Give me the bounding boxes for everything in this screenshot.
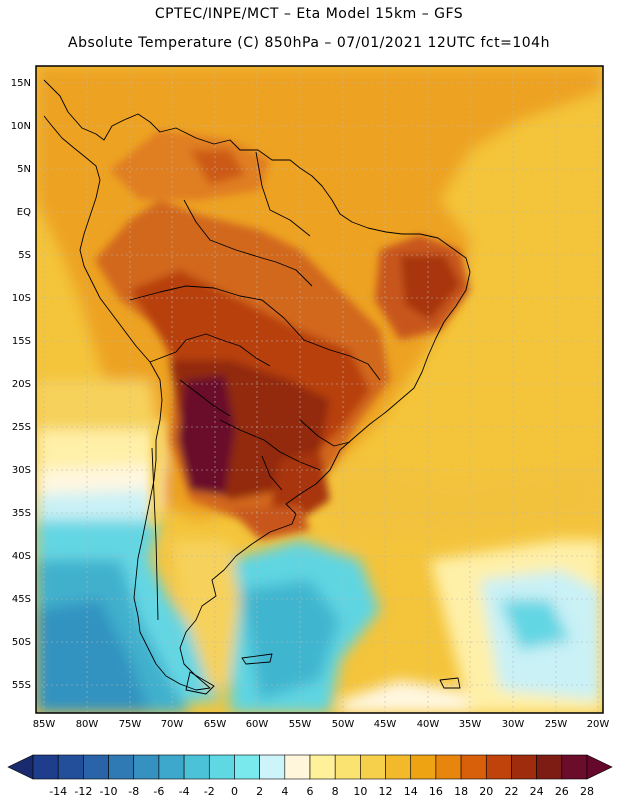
colorbar-label: -6: [153, 785, 164, 798]
colorbar-label: 14: [404, 785, 418, 798]
colorbar-label: -8: [128, 785, 139, 798]
colorbar-swatch: [385, 754, 412, 780]
colorbar-swatch: [309, 754, 336, 780]
lon-label: 60W: [246, 719, 269, 730]
lon-label: 55W: [289, 719, 312, 730]
lat-label: 15S: [12, 336, 31, 347]
colorbar-swatch: [208, 754, 235, 780]
lat-label: 10S: [12, 293, 31, 304]
colorbar-label: 22: [504, 785, 518, 798]
colorbar-label: 6: [307, 785, 314, 798]
colorbar-label: -4: [179, 785, 190, 798]
temperature-field: [36, 66, 603, 713]
colorbar-label: 2: [256, 785, 263, 798]
lon-label: 40W: [417, 719, 440, 730]
colorbar-swatch: [536, 754, 563, 780]
colorbar-label: 20: [479, 785, 493, 798]
colorbar-label: 0: [231, 785, 238, 798]
colorbar-label: -12: [74, 785, 92, 798]
latitude-labels: 15N 10N 5N EQ 5S 10S 15S 20S 25S 30S 35S…: [11, 78, 31, 691]
colorbar-label: -10: [100, 785, 118, 798]
longitude-labels: 85W 80W 75W 70W 65W 60W 55W 50W 45W 40W …: [33, 719, 610, 730]
colorbar-label: 4: [281, 785, 288, 798]
lat-label: 10N: [11, 121, 31, 132]
lat-label: 15N: [11, 78, 31, 89]
colorbar-high-arrow: [586, 754, 613, 780]
lat-label: 40S: [12, 551, 31, 562]
colorbar-swatch: [83, 754, 109, 780]
lat-label: 5N: [17, 164, 31, 175]
colorbar-swatch: [158, 754, 185, 780]
coastline: [43, 79, 471, 695]
lon-label: 30W: [502, 719, 525, 730]
colorbar-swatch: [435, 754, 462, 780]
lat-label: 55S: [12, 680, 31, 691]
colorbar-swatch: [183, 754, 210, 780]
colorbar-swatch: [485, 754, 512, 780]
colorbar-label: -14: [49, 785, 67, 798]
lon-label: 45W: [374, 719, 397, 730]
colorbar-swatch: [133, 754, 160, 780]
lon-label: 70W: [161, 719, 184, 730]
lon-label: 85W: [33, 719, 56, 730]
lon-label: 80W: [76, 719, 99, 730]
colorbar-swatch: [360, 754, 386, 780]
colorbar-swatch: [234, 754, 260, 780]
colorbar-label: 12: [379, 785, 393, 798]
colorbar-label: 10: [353, 785, 367, 798]
colorbar-label: -2: [204, 785, 215, 798]
colorbar-label: 8: [332, 785, 339, 798]
lat-label: 30S: [12, 465, 31, 476]
colorbar-low-arrow: [7, 754, 34, 780]
lat-label: 5S: [18, 250, 31, 261]
map-title-line1: CPTEC/INPE/MCT – Eta Model 15km – GFS: [154, 6, 464, 22]
colorbar-label: 28: [580, 785, 594, 798]
map-title-line2: Absolute Temperature (C) 850hPa – 07/01/…: [68, 35, 550, 51]
colorbar-swatch: [32, 754, 59, 780]
lat-label: 20S: [12, 379, 31, 390]
lon-label: 65W: [204, 719, 227, 730]
colorbar-swatch: [410, 754, 437, 780]
lat-label: 45S: [12, 594, 31, 605]
colorbar-label: 26: [555, 785, 569, 798]
colorbar-swatch: [460, 754, 487, 780]
colorbar-label: 16: [429, 785, 443, 798]
lon-label: 35W: [459, 719, 482, 730]
colorbar-label: 18: [454, 785, 468, 798]
colorbar-swatch: [561, 754, 588, 780]
colorbar-swatch: [57, 754, 84, 780]
lat-label: 50S: [12, 637, 31, 648]
colorbar: -14 -12 -10 -8 -6 -4 -2 0 2 4 6 8 10 12 14 16 18 20 22 24 26…: [7, 754, 613, 798]
lat-label: 25S: [12, 422, 31, 433]
colorbar-swatch: [511, 754, 537, 780]
colorbar-swatch: [334, 754, 361, 780]
lon-label: 25W: [545, 719, 568, 730]
lon-label: 50W: [332, 719, 355, 730]
lat-label: 35S: [12, 508, 31, 519]
colorbar-swatch: [284, 754, 311, 780]
lon-label: 20W: [587, 719, 610, 730]
lat-label: EQ: [17, 207, 31, 218]
colorbar-label: 24: [530, 785, 544, 798]
lon-label: 75W: [119, 719, 142, 730]
colorbar-swatch: [108, 754, 135, 780]
colorbar-swatch: [259, 754, 286, 780]
map-frame: [35, 65, 604, 714]
